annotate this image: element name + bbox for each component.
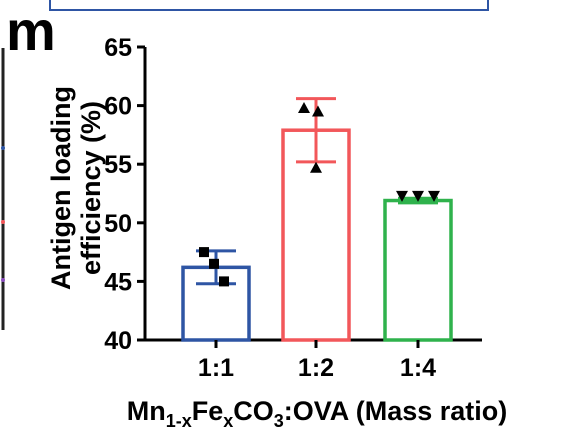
y-axis-label-line2: efficiency (%) [76, 101, 106, 275]
adjacent-panel-dot [1, 220, 5, 224]
x-tick-label: 1:4 [400, 354, 436, 382]
y-tick-label: 40 [104, 327, 132, 355]
x-tick-label: 1:1 [198, 354, 234, 382]
y-tick-label: 55 [104, 151, 132, 179]
y-tick-label: 50 [104, 210, 132, 238]
data-point [199, 247, 209, 258]
y-tick-label: 60 [104, 93, 132, 121]
data-point [396, 190, 408, 202]
x-axis-label: Mn1-xFexCO3:OVA (Mass ratio) [127, 396, 508, 431]
data-point [209, 258, 219, 269]
y-axis-label: Antigen loading efficiency (%) [46, 86, 106, 290]
data-point [428, 190, 440, 202]
bar [383, 198, 453, 342]
x-ticks: 1:1 1:2 1:4 [198, 340, 436, 382]
y-tick-label: 45 [104, 268, 132, 296]
data-point [310, 161, 322, 173]
data-point [412, 190, 424, 202]
x-tick-label: 1:2 [298, 354, 334, 382]
data-point [219, 276, 229, 287]
y-axis-label-line1: Antigen loading [46, 86, 76, 290]
adjacent-panel-dot [1, 278, 5, 282]
data-point [298, 101, 310, 113]
data-points [199, 101, 440, 287]
y-tick-label: 65 [104, 34, 132, 62]
adjacent-panel-border [49, 0, 489, 11]
panel-label: m [6, 0, 56, 62]
data-point [312, 105, 324, 117]
adjacent-panel-dot [1, 146, 5, 150]
y-ticks: 40 45 50 55 60 65 [104, 34, 145, 355]
